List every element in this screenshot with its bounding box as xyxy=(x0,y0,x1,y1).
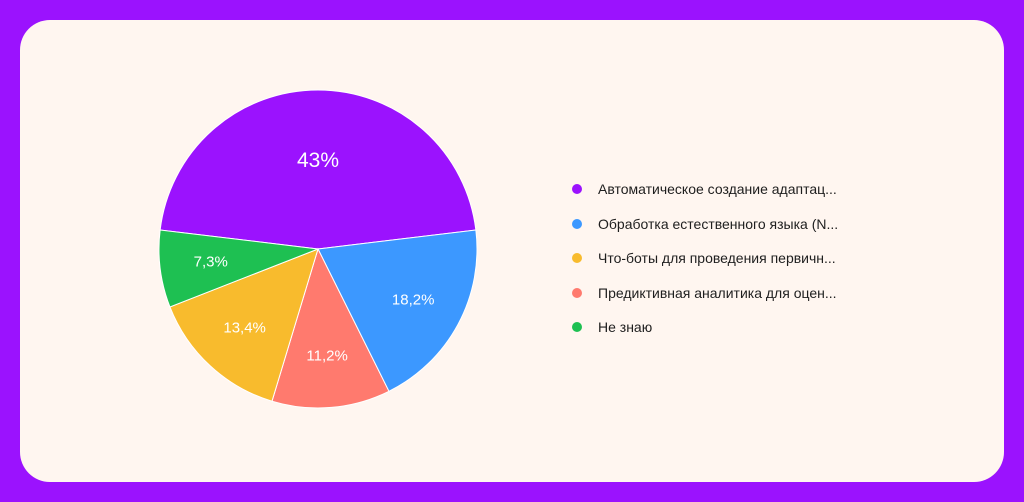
legend: Автоматическое создание адаптац... Обраб… xyxy=(572,172,872,345)
pie-slice[interactable] xyxy=(271,247,390,409)
slice-value-label: 7,3% xyxy=(194,254,228,271)
legend-item[interactable]: Предиктивная аналитика для оцен... xyxy=(572,276,872,311)
slice-value-label: 13,4% xyxy=(223,319,266,336)
slice-value-label: 43% xyxy=(297,149,339,172)
pie-slice[interactable] xyxy=(169,248,319,402)
legend-item[interactable]: Что-боты для проведения первичн... xyxy=(572,241,872,276)
legend-item[interactable]: Обработка естественного языка (N... xyxy=(572,207,872,242)
slice-value-label: 18,2% xyxy=(392,291,435,308)
legend-label: Предиктивная аналитика для оцен... xyxy=(598,284,837,301)
legend-label: Автоматическое создание адаптац... xyxy=(598,181,837,198)
slice-value-label: 11,2% xyxy=(306,348,347,365)
legend-item[interactable]: Автоматическое создание адаптац... xyxy=(572,172,872,207)
pie-slice[interactable] xyxy=(158,229,319,308)
legend-label: Обработка естественного языка (N... xyxy=(598,215,839,232)
legend-label: Не знаю xyxy=(598,319,653,336)
legend-marker xyxy=(572,184,582,195)
pie-slice[interactable] xyxy=(317,229,478,392)
legend-marker xyxy=(572,218,582,229)
legend-item[interactable]: Не знаю xyxy=(572,310,872,345)
legend-label: Что-боты для проведения первичн... xyxy=(598,250,836,267)
legend-marker xyxy=(572,287,582,298)
legend-marker xyxy=(572,253,582,264)
legend-marker xyxy=(572,322,582,333)
pie-slice[interactable] xyxy=(159,89,477,250)
